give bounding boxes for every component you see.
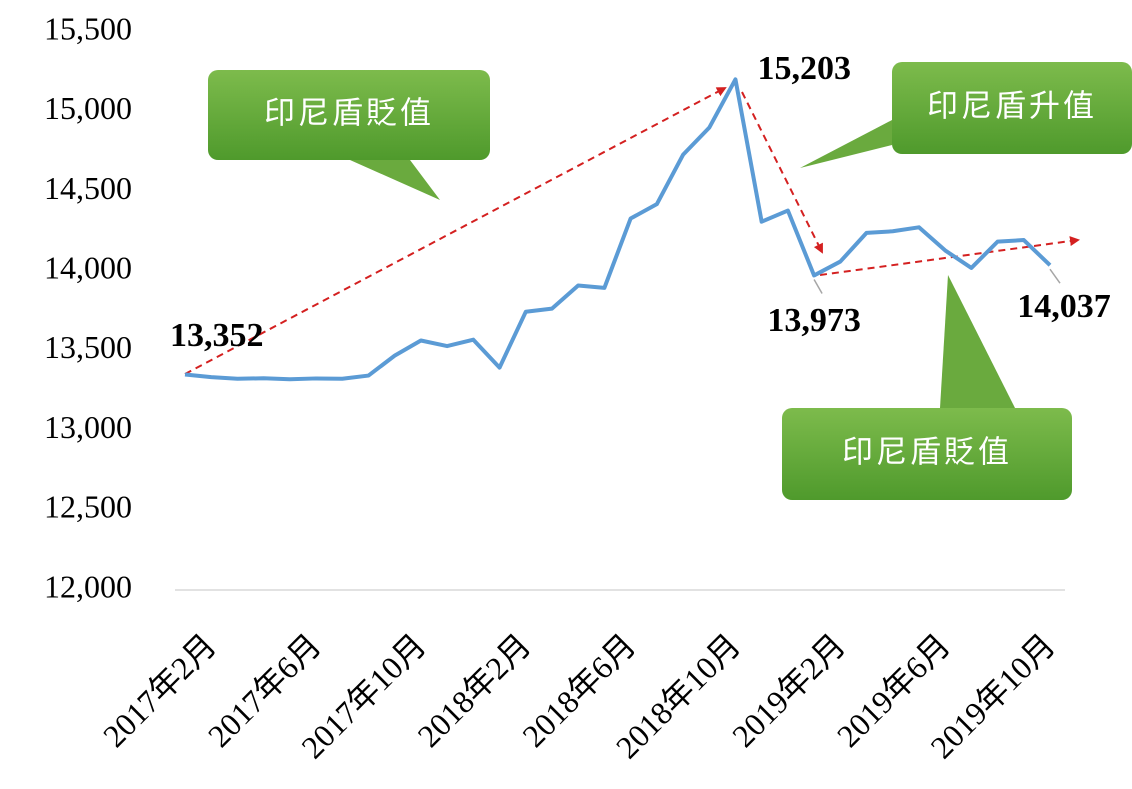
callout-text: 印尼盾貶值 [842,435,1012,471]
y-tick-label: 13,500 [44,329,132,365]
data-label: 13,973 [767,302,861,339]
callout-tail [800,120,892,168]
trend-arrow [819,236,1080,276]
x-tick-label: 2017年2月 [96,627,223,754]
callout-tail [350,160,440,200]
callout-text: 印尼盾升值 [927,89,1097,125]
callout-box [892,62,1132,154]
data-label: 15,203 [757,50,851,87]
callout-box [208,70,490,160]
leader-line [1049,268,1061,284]
callout-box [782,408,1072,500]
y-tick-label: 14,000 [44,249,132,285]
data-label: 14,037 [1017,288,1111,325]
trend-arrow [741,91,823,254]
y-tick-label: 12,500 [44,489,132,525]
callout-text: 印尼盾貶值 [264,96,434,132]
line-series [184,77,1052,382]
y-tick-label: 15,000 [44,90,132,126]
x-tick-label: 2019年2月 [725,627,852,754]
y-tick-label: 15,500 [44,10,132,46]
y-tick-label: 12,000 [44,568,132,604]
data-label: 13,352 [170,317,264,354]
y-tick-label: 13,000 [44,409,132,445]
y-tick-label: 14,500 [44,170,132,206]
callout-tail [940,275,1015,408]
x-tick-label: 2018年2月 [410,627,537,754]
trend-arrow [184,87,727,375]
leader-line [813,279,823,294]
